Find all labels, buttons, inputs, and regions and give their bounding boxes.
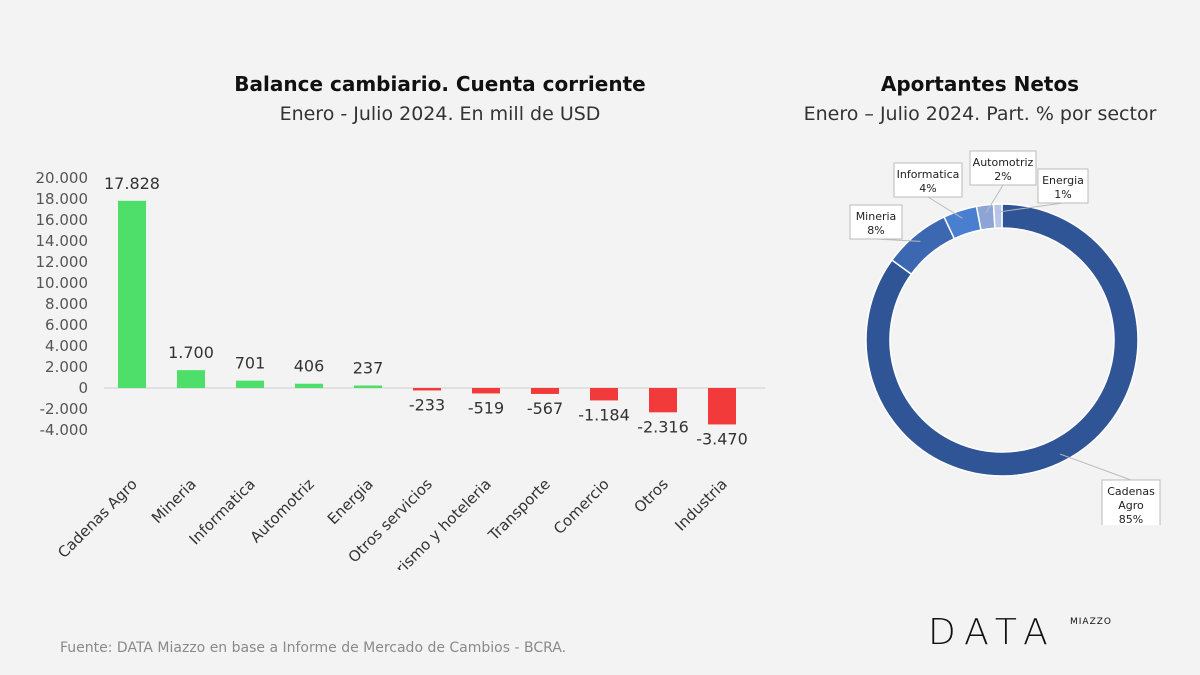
bar-data-label: -2.316 xyxy=(637,417,689,436)
bar-data-label: 406 xyxy=(294,357,325,376)
bar-mineria xyxy=(177,370,205,388)
slice-label-text: Cadenas xyxy=(1107,485,1155,498)
brand-logo-superscript: MIAZZO xyxy=(1070,617,1112,627)
bar-automotriz xyxy=(295,383,323,388)
bar-data-label: -3.470 xyxy=(696,429,748,448)
source-note: Fuente: DATA Miazzo en base a Informe de… xyxy=(60,640,567,656)
x-category-label: Industria xyxy=(671,475,731,535)
bar-data-label: -567 xyxy=(527,399,563,418)
y-tick-label: -4.000 xyxy=(40,421,88,439)
bar-data-label: 1.700 xyxy=(168,343,214,362)
leader-line xyxy=(997,202,1064,213)
slice-label-text: Mineria xyxy=(856,210,897,223)
slice-label-text: Informatica xyxy=(897,168,960,181)
x-category-label: Otros xyxy=(630,475,672,517)
bar-otros-servicios xyxy=(413,388,441,391)
bar-data-label: -519 xyxy=(468,398,504,417)
y-tick-label: 4.000 xyxy=(45,337,88,355)
bar-chart: 20.000 18.000 16.000 14.000 12.000 10.000 8.00… xyxy=(36,169,765,570)
brand-logo: DATA MIAZZO xyxy=(928,612,1111,653)
leader-line xyxy=(927,196,963,219)
x-category-label: Cadenas Agro xyxy=(54,475,141,562)
brand-logo-text: DATA xyxy=(928,612,1057,653)
bar-otros xyxy=(649,388,677,413)
bar-chart-title: Balance cambiario. Cuenta corriente xyxy=(234,72,646,96)
slice-label-box xyxy=(849,204,903,240)
bar-comercio xyxy=(590,388,618,401)
bar-data-label: -233 xyxy=(409,395,445,414)
slice-label-text: 4% xyxy=(919,182,936,195)
bar-turismo-y-hoteleria xyxy=(472,388,500,394)
leader-line xyxy=(1059,453,1132,481)
donut-chart-title: Aportantes Netos xyxy=(880,72,1080,96)
bar-data-label: 237 xyxy=(353,359,384,378)
bar-data-label: 701 xyxy=(235,354,266,373)
bar-chart-subtitle: Enero - Julio 2024. En mill de USD xyxy=(279,103,601,125)
y-tick-label: 2.000 xyxy=(45,358,88,376)
bar-cadenas-agro xyxy=(118,200,146,388)
bar-energia xyxy=(354,385,382,388)
y-tick-label: 14.000 xyxy=(36,232,89,250)
bar-informatica xyxy=(236,380,264,388)
bar-transporte xyxy=(531,388,559,394)
slice-label-box xyxy=(1037,168,1089,204)
slice-label-text: 85% xyxy=(1119,513,1143,525)
y-tick-label: 10.000 xyxy=(36,274,89,292)
x-category-label: Mineria xyxy=(148,475,200,527)
y-tick-label: 8.000 xyxy=(45,295,88,313)
bar-data-label: 17.828 xyxy=(104,174,160,193)
slice-label-text: 1% xyxy=(1054,188,1071,201)
y-tick-label: 6.000 xyxy=(45,316,88,334)
bar-industria xyxy=(708,388,736,425)
slice-label-text: Agro xyxy=(1118,499,1144,512)
slice-label-box xyxy=(1101,479,1161,525)
slice-label-box xyxy=(969,150,1037,186)
x-category-label: Comercio xyxy=(550,475,613,538)
slice-label-text: Automotriz xyxy=(973,156,1034,169)
leader-line xyxy=(985,184,1004,214)
slice-label-box xyxy=(893,162,963,198)
y-tick-label: 0 xyxy=(78,379,88,397)
donut-chart-subtitle: Enero – Julio 2024. Part. % por sector xyxy=(803,103,1157,125)
x-category-label: Energia xyxy=(324,475,377,528)
y-tick-label: 16.000 xyxy=(36,211,89,229)
slice-label-text: 2% xyxy=(994,170,1011,183)
slice-label-text: Energia xyxy=(1042,174,1084,187)
y-tick-label: 20.000 xyxy=(36,169,89,187)
donut-slice-cadenas-agro xyxy=(865,203,1139,477)
y-tick-label: -2.000 xyxy=(40,400,88,418)
bar-data-label: -1.184 xyxy=(578,405,630,424)
y-tick-label: 12.000 xyxy=(36,253,89,271)
slice-label-text: 8% xyxy=(867,224,884,237)
donut-slice-energia xyxy=(992,203,1003,230)
y-tick-label: 18.000 xyxy=(36,190,89,208)
x-category-label: Transporte xyxy=(484,475,554,545)
x-category-label: Automotriz xyxy=(247,475,318,546)
